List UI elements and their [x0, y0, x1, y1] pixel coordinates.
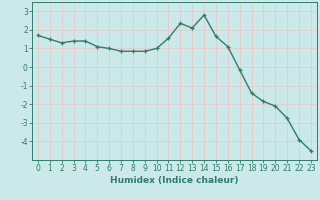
X-axis label: Humidex (Indice chaleur): Humidex (Indice chaleur)	[110, 176, 239, 185]
